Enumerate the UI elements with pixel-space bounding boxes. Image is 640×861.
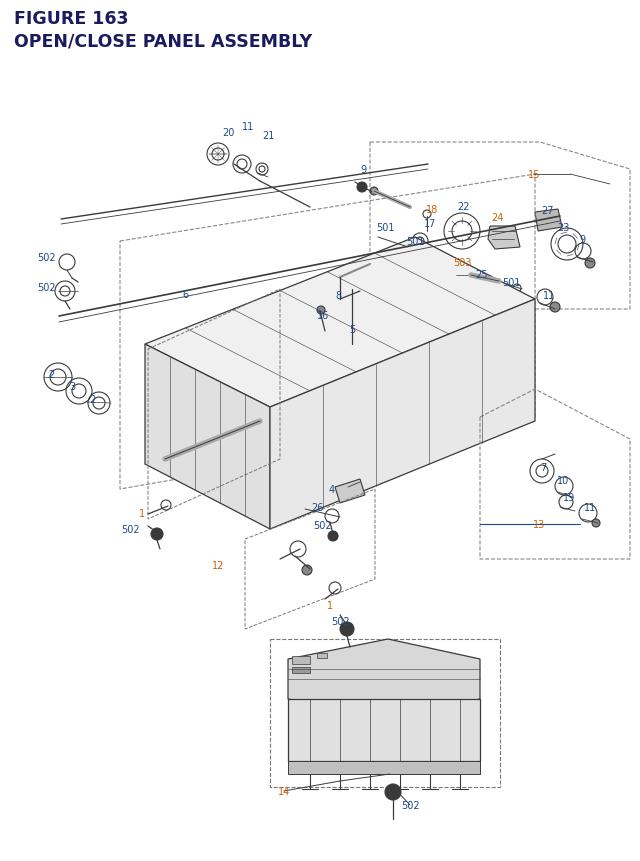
Text: 12: 12 [212,561,224,570]
Text: 501: 501 [502,278,520,288]
Text: 24: 24 [491,213,503,223]
Text: 1: 1 [139,508,145,518]
Polygon shape [145,238,535,407]
Text: 2: 2 [48,369,54,380]
Polygon shape [288,699,480,761]
Circle shape [151,529,163,541]
Text: 502: 502 [401,800,419,810]
Text: 8: 8 [335,291,341,300]
Text: 502: 502 [313,520,332,530]
Text: 17: 17 [424,219,436,229]
Text: 18: 18 [426,205,438,214]
Text: 11: 11 [242,122,254,132]
Text: 1: 1 [327,600,333,610]
Text: 19: 19 [563,492,575,503]
Text: 26: 26 [311,503,323,512]
Text: 21: 21 [262,131,274,141]
Text: 13: 13 [533,519,545,530]
Polygon shape [335,480,365,504]
Text: 503: 503 [452,257,471,268]
Text: 501: 501 [406,237,424,247]
Bar [270,639,500,787]
Text: FIGURE 163: FIGURE 163 [14,10,129,28]
Bar [292,667,310,673]
Bar [317,653,327,659]
Text: OPEN/CLOSE PANEL ASSEMBLY: OPEN/CLOSE PANEL ASSEMBLY [14,32,312,50]
Polygon shape [488,226,520,250]
Text: 11: 11 [543,291,555,300]
Text: 22: 22 [458,201,470,212]
Text: 11: 11 [584,503,596,512]
Polygon shape [288,761,480,774]
Circle shape [385,784,401,800]
Circle shape [585,258,595,269]
Text: 502: 502 [38,253,56,263]
Text: 502: 502 [38,282,56,293]
Text: 6: 6 [182,289,188,300]
Text: 3: 3 [69,381,75,392]
Circle shape [592,519,600,528]
Text: 9: 9 [360,164,366,175]
Text: 502: 502 [122,524,140,535]
Circle shape [302,566,312,575]
Text: 501: 501 [376,223,394,232]
Text: 502: 502 [332,616,350,626]
Circle shape [328,531,338,542]
Circle shape [357,183,367,193]
Text: 4: 4 [329,485,335,494]
Text: 2: 2 [89,394,95,405]
Polygon shape [270,300,535,530]
Bar [292,656,310,664]
Polygon shape [535,210,562,232]
Polygon shape [288,639,480,719]
Text: 9: 9 [579,235,585,245]
Text: 25: 25 [476,269,488,280]
Polygon shape [145,344,270,530]
Circle shape [340,623,354,636]
Text: 23: 23 [557,223,569,232]
Text: 15: 15 [528,170,540,180]
Circle shape [317,307,325,314]
Text: 20: 20 [222,127,234,138]
Circle shape [550,303,560,313]
Text: 27: 27 [541,206,554,216]
Text: 10: 10 [557,475,569,486]
Text: 14: 14 [278,786,290,796]
Text: 7: 7 [540,462,546,473]
Circle shape [370,188,378,195]
Text: 16: 16 [317,311,329,320]
Text: 5: 5 [349,325,355,335]
